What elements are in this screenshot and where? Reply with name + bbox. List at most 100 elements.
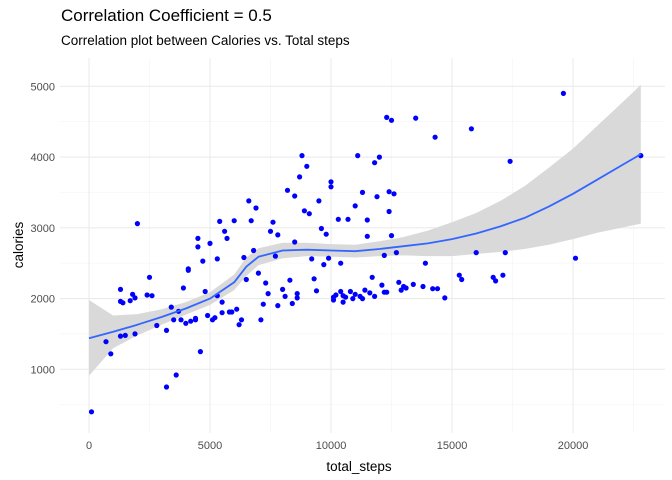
- data-point: [260, 301, 266, 307]
- data-point: [311, 276, 317, 282]
- data-point: [507, 158, 513, 164]
- data-point: [297, 174, 303, 180]
- data-point: [422, 260, 428, 266]
- data-point: [352, 203, 358, 209]
- data-point: [384, 289, 390, 295]
- data-point: [359, 296, 366, 302]
- data-point: [340, 299, 346, 305]
- data-point: [134, 221, 140, 227]
- data-point: [335, 216, 341, 222]
- data-point: [502, 250, 508, 256]
- data-point: [294, 291, 300, 297]
- data-point: [200, 258, 206, 264]
- data-point: [306, 211, 312, 217]
- data-point: [328, 184, 334, 190]
- data-point: [326, 255, 332, 261]
- data-point: [338, 260, 344, 266]
- data-point: [413, 115, 419, 121]
- data-point: [347, 288, 353, 295]
- data-point: [195, 244, 201, 250]
- data-point: [287, 277, 293, 283]
- data-point: [132, 331, 138, 337]
- data-point: [374, 194, 380, 200]
- data-point: [350, 296, 356, 302]
- data-point: [217, 218, 223, 224]
- data-point: [163, 327, 170, 333]
- data-point: [103, 339, 109, 345]
- data-point: [178, 317, 184, 323]
- data-point: [183, 320, 189, 326]
- data-point: [173, 372, 179, 378]
- data-point: [120, 300, 126, 306]
- data-point: [386, 189, 392, 195]
- data-point: [560, 90, 567, 96]
- data-point: [246, 198, 252, 204]
- data-point: [248, 218, 254, 224]
- data-point: [292, 239, 298, 245]
- data-point: [468, 126, 474, 132]
- x-tick-label: 20000: [558, 440, 589, 452]
- grid-lines: [60, 58, 665, 433]
- data-point: [231, 218, 237, 224]
- data-point: [188, 318, 194, 324]
- data-point: [376, 154, 382, 160]
- data-point: [359, 189, 366, 195]
- data-point: [197, 349, 203, 355]
- data-point: [258, 317, 264, 323]
- data-point: [313, 288, 320, 294]
- x-tick-label: 15000: [437, 440, 468, 452]
- data-point: [267, 228, 274, 234]
- tick-labels-layer: 0 5000 10000 15000 20000 1000 2000 3000 4000 5000: [31, 81, 589, 452]
- data-point: [168, 304, 174, 310]
- y-tick-label: 1000: [31, 364, 55, 376]
- data-point: [386, 208, 392, 215]
- data-point: [202, 288, 208, 295]
- data-point: [205, 312, 211, 319]
- data-point: [229, 309, 235, 315]
- data-point: [333, 292, 339, 298]
- data-point: [316, 198, 322, 204]
- data-point: [403, 285, 409, 291]
- data-point: [292, 193, 298, 199]
- data-point: [430, 286, 436, 292]
- y-tick-label: 3000: [31, 223, 55, 235]
- data-point: [219, 299, 225, 305]
- data-point: [163, 384, 170, 390]
- data-point: [236, 322, 242, 328]
- data-point: [388, 117, 395, 123]
- y-tick-label: 2000: [31, 294, 55, 306]
- data-point: [572, 255, 579, 261]
- data-point: [253, 205, 259, 211]
- data-point: [280, 286, 286, 292]
- data-point: [379, 282, 385, 288]
- data-point: [214, 256, 220, 262]
- x-tick-label: 10000: [316, 440, 347, 452]
- data-point: [309, 256, 315, 262]
- data-point: [132, 295, 138, 301]
- data-point: [212, 315, 218, 321]
- data-point: [127, 298, 133, 304]
- data-point: [241, 254, 247, 261]
- data-point: [180, 285, 186, 291]
- data-point: [388, 233, 395, 239]
- confidence-band-layer: [89, 84, 641, 376]
- data-point: [338, 288, 344, 295]
- data-point: [493, 278, 499, 284]
- data-point: [251, 247, 257, 254]
- data-point: [362, 287, 368, 293]
- data-point: [185, 266, 191, 272]
- data-point: [345, 216, 351, 222]
- data-point: [154, 322, 160, 329]
- smooth-line-layer: [88, 153, 642, 340]
- data-point: [330, 297, 337, 303]
- data-point: [343, 294, 349, 300]
- data-point: [117, 286, 124, 292]
- data-point: [243, 276, 249, 283]
- data-point: [224, 235, 230, 241]
- data-point: [289, 300, 295, 307]
- data-point: [500, 272, 506, 278]
- data-point: [456, 272, 462, 278]
- data-point: [473, 250, 479, 256]
- data-point: [122, 332, 128, 338]
- data-point: [146, 274, 153, 280]
